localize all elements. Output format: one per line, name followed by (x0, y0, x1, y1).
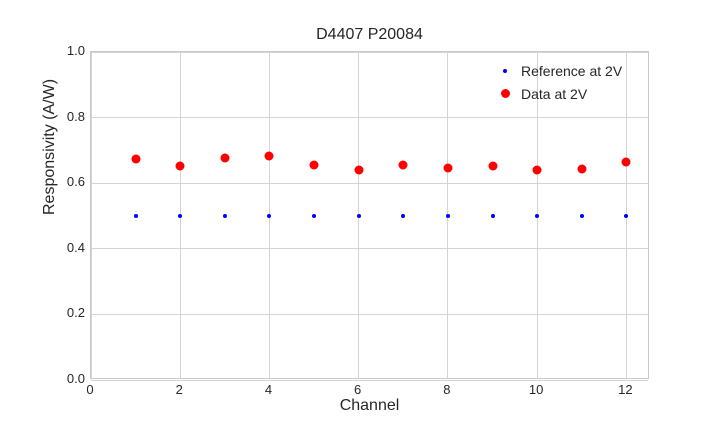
data-point-data (354, 165, 364, 175)
data-point-data (621, 157, 631, 167)
x-tick-label: 6 (354, 382, 362, 397)
data-point-data (131, 154, 141, 164)
legend-marker-box (493, 68, 517, 73)
data-point-reference (624, 214, 629, 218)
legend-item-reference: Reference at 2V (493, 59, 622, 82)
x-tick-label: 4 (264, 382, 273, 397)
plot-area: Reference at 2V Data at 2V (90, 51, 649, 381)
legend-label-reference: Reference at 2V (521, 62, 623, 79)
y-tick-label: 1.0 (66, 43, 85, 58)
data-point-data (264, 151, 274, 161)
x-tick-label: 10 (528, 382, 544, 397)
data-point-data (309, 160, 319, 170)
data-point-data (577, 164, 587, 174)
data-point-reference (356, 214, 361, 218)
x-tick-label: 12 (618, 382, 633, 397)
data-point-reference (133, 214, 138, 218)
data-point-data (532, 165, 542, 175)
data-point-data (220, 153, 230, 163)
y-tick-label: 0.6 (66, 174, 85, 190)
x-tick-label: 2 (175, 382, 183, 397)
y-tick-label: 0.0 (66, 371, 85, 386)
data-point-reference (222, 214, 227, 218)
data-point-reference (535, 214, 540, 218)
data-point-data (398, 160, 408, 170)
y-tick-label: 0.2 (66, 305, 85, 321)
legend: Reference at 2V Data at 2V (493, 59, 622, 105)
grid-line-horizontal (91, 248, 648, 250)
data-point-reference (579, 214, 584, 218)
x-tick-label: 8 (443, 382, 451, 397)
data-point-data (175, 161, 185, 171)
legend-item-data: Data at 2V (493, 82, 622, 105)
data-point-reference (178, 214, 183, 218)
data-point-reference (401, 214, 406, 218)
data-point-reference (490, 214, 495, 218)
data-point-reference (267, 214, 272, 218)
data-marker-icon (500, 89, 510, 98)
chart-title: D4407 P20084 (316, 26, 423, 43)
reference-marker-icon (503, 68, 507, 73)
grid-line-horizontal (91, 51, 648, 53)
legend-label-data: Data at 2V (521, 85, 588, 102)
data-point-reference (312, 214, 317, 218)
y-tick-label: 0.8 (66, 108, 85, 124)
data-point-data (488, 161, 498, 171)
grid-line-horizontal (91, 379, 648, 381)
y-tick-label: 0.4 (66, 239, 85, 255)
grid-line-horizontal (91, 117, 648, 119)
grid-line-horizontal (91, 182, 648, 184)
legend-marker-box (493, 89, 517, 98)
grid-line-horizontal (91, 313, 648, 315)
x-axis-label: Channel (339, 397, 400, 414)
grid-line-vertical (90, 52, 92, 378)
data-point-data (443, 163, 453, 173)
x-tick-label: 0 (86, 382, 94, 397)
data-point-reference (445, 214, 450, 218)
